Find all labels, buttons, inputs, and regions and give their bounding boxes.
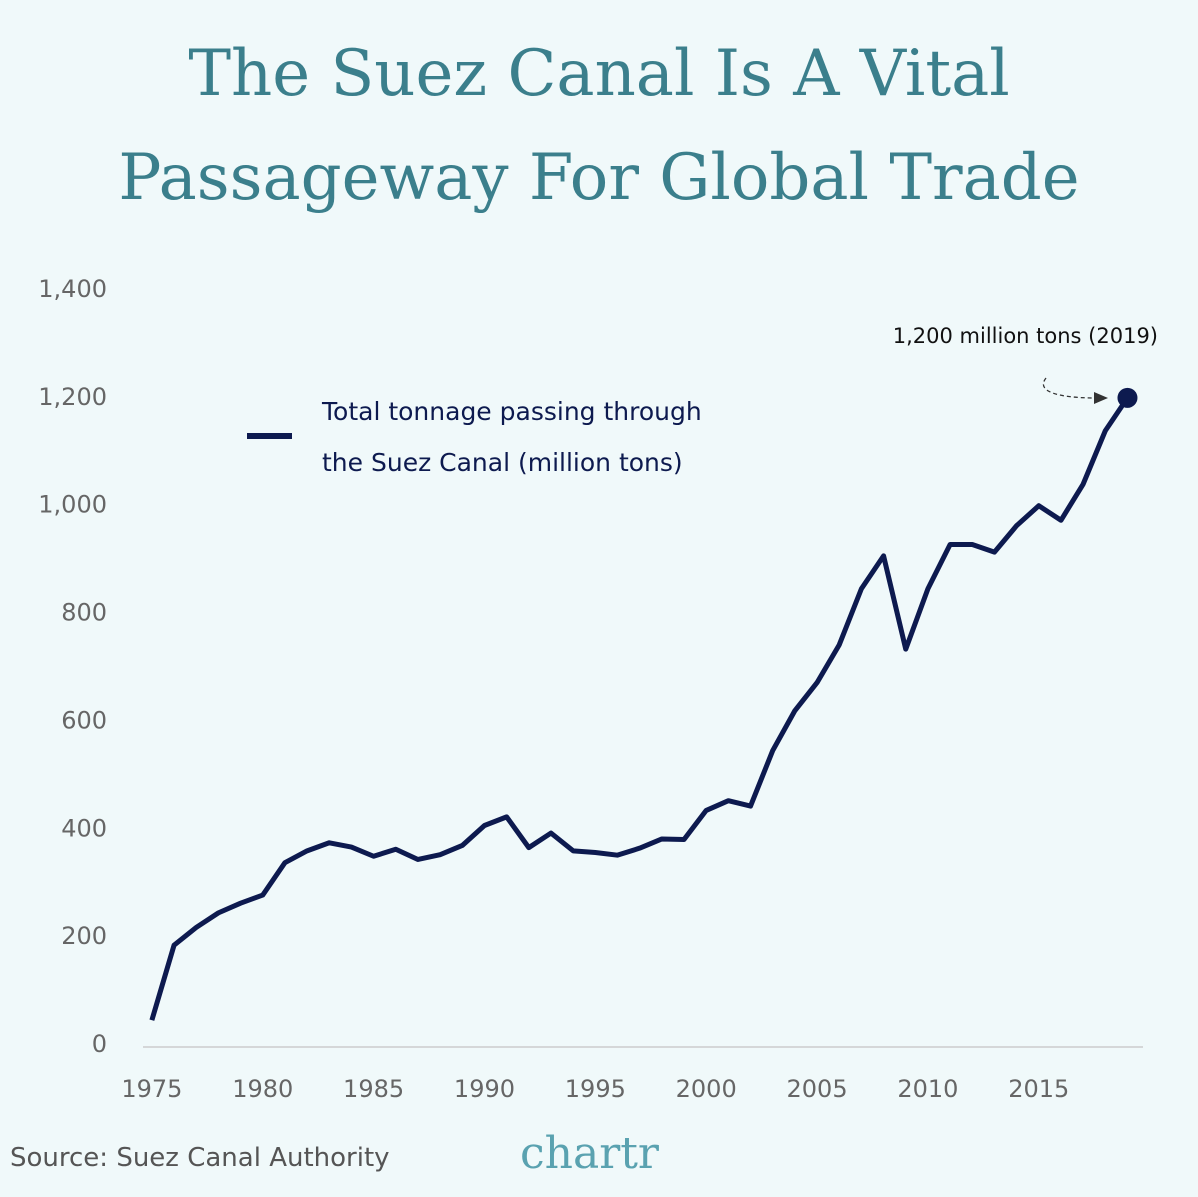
y-tick-label: 600 xyxy=(61,706,107,734)
annotation: 1,200 million tons (2019) xyxy=(893,324,1158,348)
x-tick-label: 1995 xyxy=(565,1075,626,1103)
x-tick-label: 1980 xyxy=(232,1075,293,1103)
brand: chartr xyxy=(520,1128,659,1179)
y-tick-label: 800 xyxy=(61,599,107,627)
y-tick-label: 0 xyxy=(92,1030,107,1058)
line xyxy=(149,396,1130,1021)
source: Source: Suez Canal Authority xyxy=(10,1143,390,1173)
x-tick-label: 1985 xyxy=(343,1075,404,1103)
x-tick-label: 2005 xyxy=(787,1075,848,1103)
x-tick-label: 2010 xyxy=(897,1075,958,1103)
x-tick-label: 1990 xyxy=(454,1075,515,1103)
end-point xyxy=(1117,387,1138,408)
x-tick-label: 1975 xyxy=(121,1075,182,1103)
legend-label: Total tonnage passing through the Suez C… xyxy=(322,397,702,477)
y-tick-label: 1,200 xyxy=(38,383,107,411)
y-tick-label: 1,400 xyxy=(38,275,107,303)
arrow-head xyxy=(1094,392,1108,404)
chart-title: The Suez Canal Is A Vital Passageway For… xyxy=(118,37,1080,215)
y-tick-label: 200 xyxy=(61,922,107,950)
x-tick-label: 2000 xyxy=(676,1075,737,1103)
x-tick-label: 2015 xyxy=(1008,1075,1069,1103)
annotation-arrow xyxy=(1042,377,1097,399)
y-tick-label: 1,000 xyxy=(38,491,107,519)
y-tick-label: 400 xyxy=(61,814,107,842)
